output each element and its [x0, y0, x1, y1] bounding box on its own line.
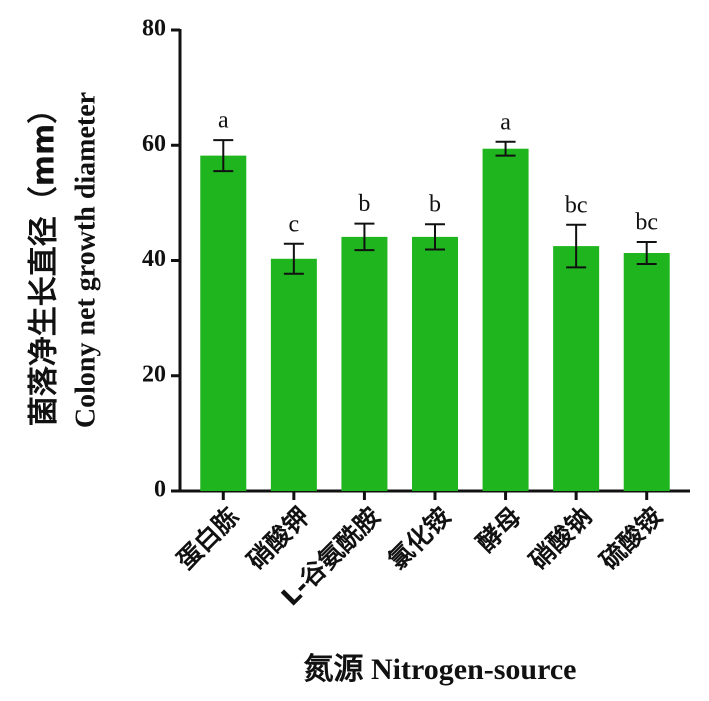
y-axis-label: 菌落净生长直径（mm）: [27, 94, 62, 427]
significance-label: c: [289, 211, 300, 237]
bar: [412, 236, 458, 491]
y-tick-label: 0: [154, 477, 166, 503]
error-bar: [495, 140, 516, 157]
x-axis-label: 氮源 Nitrogen-source: [303, 653, 576, 686]
error-bar: [213, 139, 234, 173]
x-tick-label: 蛋白胨: [171, 502, 245, 576]
x-tick-label: 氯化铵: [383, 502, 457, 576]
y-tick-label: 40: [142, 246, 166, 272]
y-tick-label: 20: [142, 361, 166, 387]
error-bar: [566, 223, 587, 269]
bar: [553, 246, 600, 491]
significance-label: a: [218, 108, 229, 134]
bar: [341, 236, 388, 491]
error-bar: [354, 222, 375, 252]
significance-label: bc: [635, 210, 658, 236]
significance-label: b: [358, 191, 370, 217]
bar: [482, 148, 529, 491]
significance-label: bc: [565, 192, 588, 218]
bar: [200, 155, 247, 491]
significance-label: b: [429, 192, 441, 218]
bar: [623, 253, 670, 491]
x-tick-label: 硫酸铵: [594, 502, 668, 576]
y-tick-label: 60: [142, 131, 166, 157]
bar: [270, 258, 317, 491]
x-tick-label: 酵母: [471, 502, 527, 558]
error-bar: [425, 223, 445, 251]
error-bar: [283, 242, 304, 275]
error-bar: [636, 241, 657, 265]
x-tick-label: 硝酸钠: [524, 502, 598, 576]
significance-label: a: [500, 109, 511, 135]
y-tick-label: 80: [142, 16, 166, 42]
y-axis-label: Colony net growth diameter: [70, 92, 101, 428]
